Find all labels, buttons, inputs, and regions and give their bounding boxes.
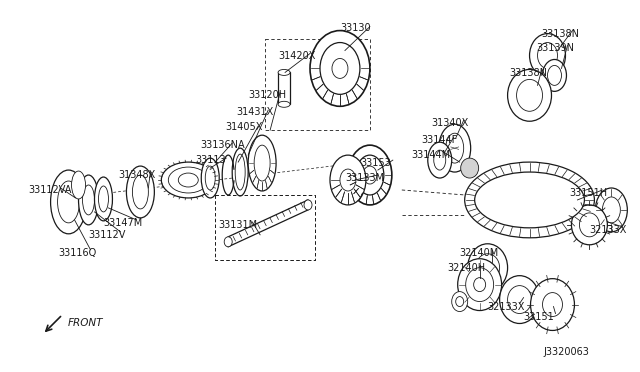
Text: 33138N: 33138N	[509, 68, 548, 78]
Ellipse shape	[445, 133, 464, 163]
Ellipse shape	[168, 167, 208, 193]
Ellipse shape	[330, 155, 366, 205]
Ellipse shape	[543, 60, 566, 92]
Ellipse shape	[602, 197, 620, 223]
Text: 33133M: 33133M	[345, 173, 384, 183]
Text: 33136NA: 33136NA	[200, 140, 245, 150]
Ellipse shape	[248, 135, 276, 191]
Ellipse shape	[161, 162, 215, 198]
Text: 33139N: 33139N	[536, 42, 575, 52]
Ellipse shape	[356, 155, 384, 195]
Text: 33130: 33130	[340, 23, 371, 33]
Text: J3320063: J3320063	[543, 347, 589, 357]
Text: 33151H: 33151H	[570, 188, 607, 198]
Ellipse shape	[579, 213, 600, 237]
Ellipse shape	[500, 276, 540, 324]
Text: 32133X: 32133X	[488, 302, 525, 312]
Ellipse shape	[428, 142, 452, 178]
Text: 32140H: 32140H	[448, 263, 486, 273]
Ellipse shape	[439, 124, 470, 172]
Ellipse shape	[224, 237, 232, 247]
Ellipse shape	[461, 158, 479, 178]
Ellipse shape	[531, 279, 575, 330]
Ellipse shape	[465, 162, 595, 238]
Ellipse shape	[340, 169, 356, 191]
Ellipse shape	[529, 33, 566, 77]
Ellipse shape	[434, 150, 445, 170]
Ellipse shape	[179, 173, 198, 187]
Ellipse shape	[254, 145, 270, 181]
Ellipse shape	[201, 158, 220, 198]
Ellipse shape	[99, 186, 108, 212]
Text: 31420X: 31420X	[278, 51, 316, 61]
Ellipse shape	[278, 101, 290, 107]
Text: 32133X: 32133X	[589, 225, 627, 235]
Ellipse shape	[452, 292, 468, 311]
Ellipse shape	[572, 205, 607, 245]
Ellipse shape	[466, 268, 493, 302]
Text: 33131M: 33131M	[218, 220, 257, 230]
Ellipse shape	[72, 171, 86, 199]
Ellipse shape	[83, 185, 95, 215]
Ellipse shape	[538, 42, 557, 68]
Ellipse shape	[310, 31, 370, 106]
Ellipse shape	[332, 58, 348, 78]
Text: 33112VA: 33112VA	[29, 185, 72, 195]
Ellipse shape	[132, 175, 148, 209]
Text: 33112V: 33112V	[88, 230, 126, 240]
Ellipse shape	[543, 293, 563, 317]
Ellipse shape	[508, 286, 532, 314]
Ellipse shape	[348, 145, 392, 205]
Text: 33151: 33151	[524, 311, 554, 321]
Ellipse shape	[127, 166, 154, 218]
Ellipse shape	[363, 166, 377, 184]
Ellipse shape	[508, 70, 552, 121]
Ellipse shape	[205, 166, 215, 190]
Text: 33120H: 33120H	[248, 90, 286, 100]
Text: 33147M: 33147M	[104, 218, 143, 228]
Text: FRONT: FRONT	[68, 318, 103, 327]
Ellipse shape	[468, 244, 508, 292]
Ellipse shape	[458, 259, 502, 311]
Ellipse shape	[51, 170, 86, 234]
Ellipse shape	[304, 200, 312, 210]
Ellipse shape	[235, 154, 245, 190]
Ellipse shape	[95, 177, 113, 221]
Ellipse shape	[476, 254, 500, 282]
Text: 31340X: 31340X	[432, 118, 469, 128]
Ellipse shape	[278, 70, 290, 76]
Ellipse shape	[320, 42, 360, 94]
Ellipse shape	[58, 181, 79, 223]
Text: 33116Q: 33116Q	[59, 248, 97, 258]
Text: 31405X: 31405X	[225, 122, 262, 132]
Text: 33144F: 33144F	[422, 135, 458, 145]
Text: 32140M: 32140M	[460, 248, 499, 258]
Text: 31431X: 31431X	[236, 107, 273, 117]
Ellipse shape	[456, 296, 464, 307]
Ellipse shape	[547, 65, 561, 86]
Text: 31348X: 31348X	[118, 170, 156, 180]
Ellipse shape	[232, 148, 248, 196]
Text: 33144M: 33144M	[412, 150, 451, 160]
Bar	[278, 73, 290, 104]
Text: 33138N: 33138N	[541, 29, 579, 39]
Ellipse shape	[595, 188, 627, 232]
Text: 33153: 33153	[360, 158, 390, 168]
Ellipse shape	[516, 79, 543, 111]
Ellipse shape	[475, 172, 584, 228]
Ellipse shape	[474, 278, 486, 292]
Text: 33113: 33113	[195, 155, 226, 165]
Ellipse shape	[79, 175, 99, 225]
